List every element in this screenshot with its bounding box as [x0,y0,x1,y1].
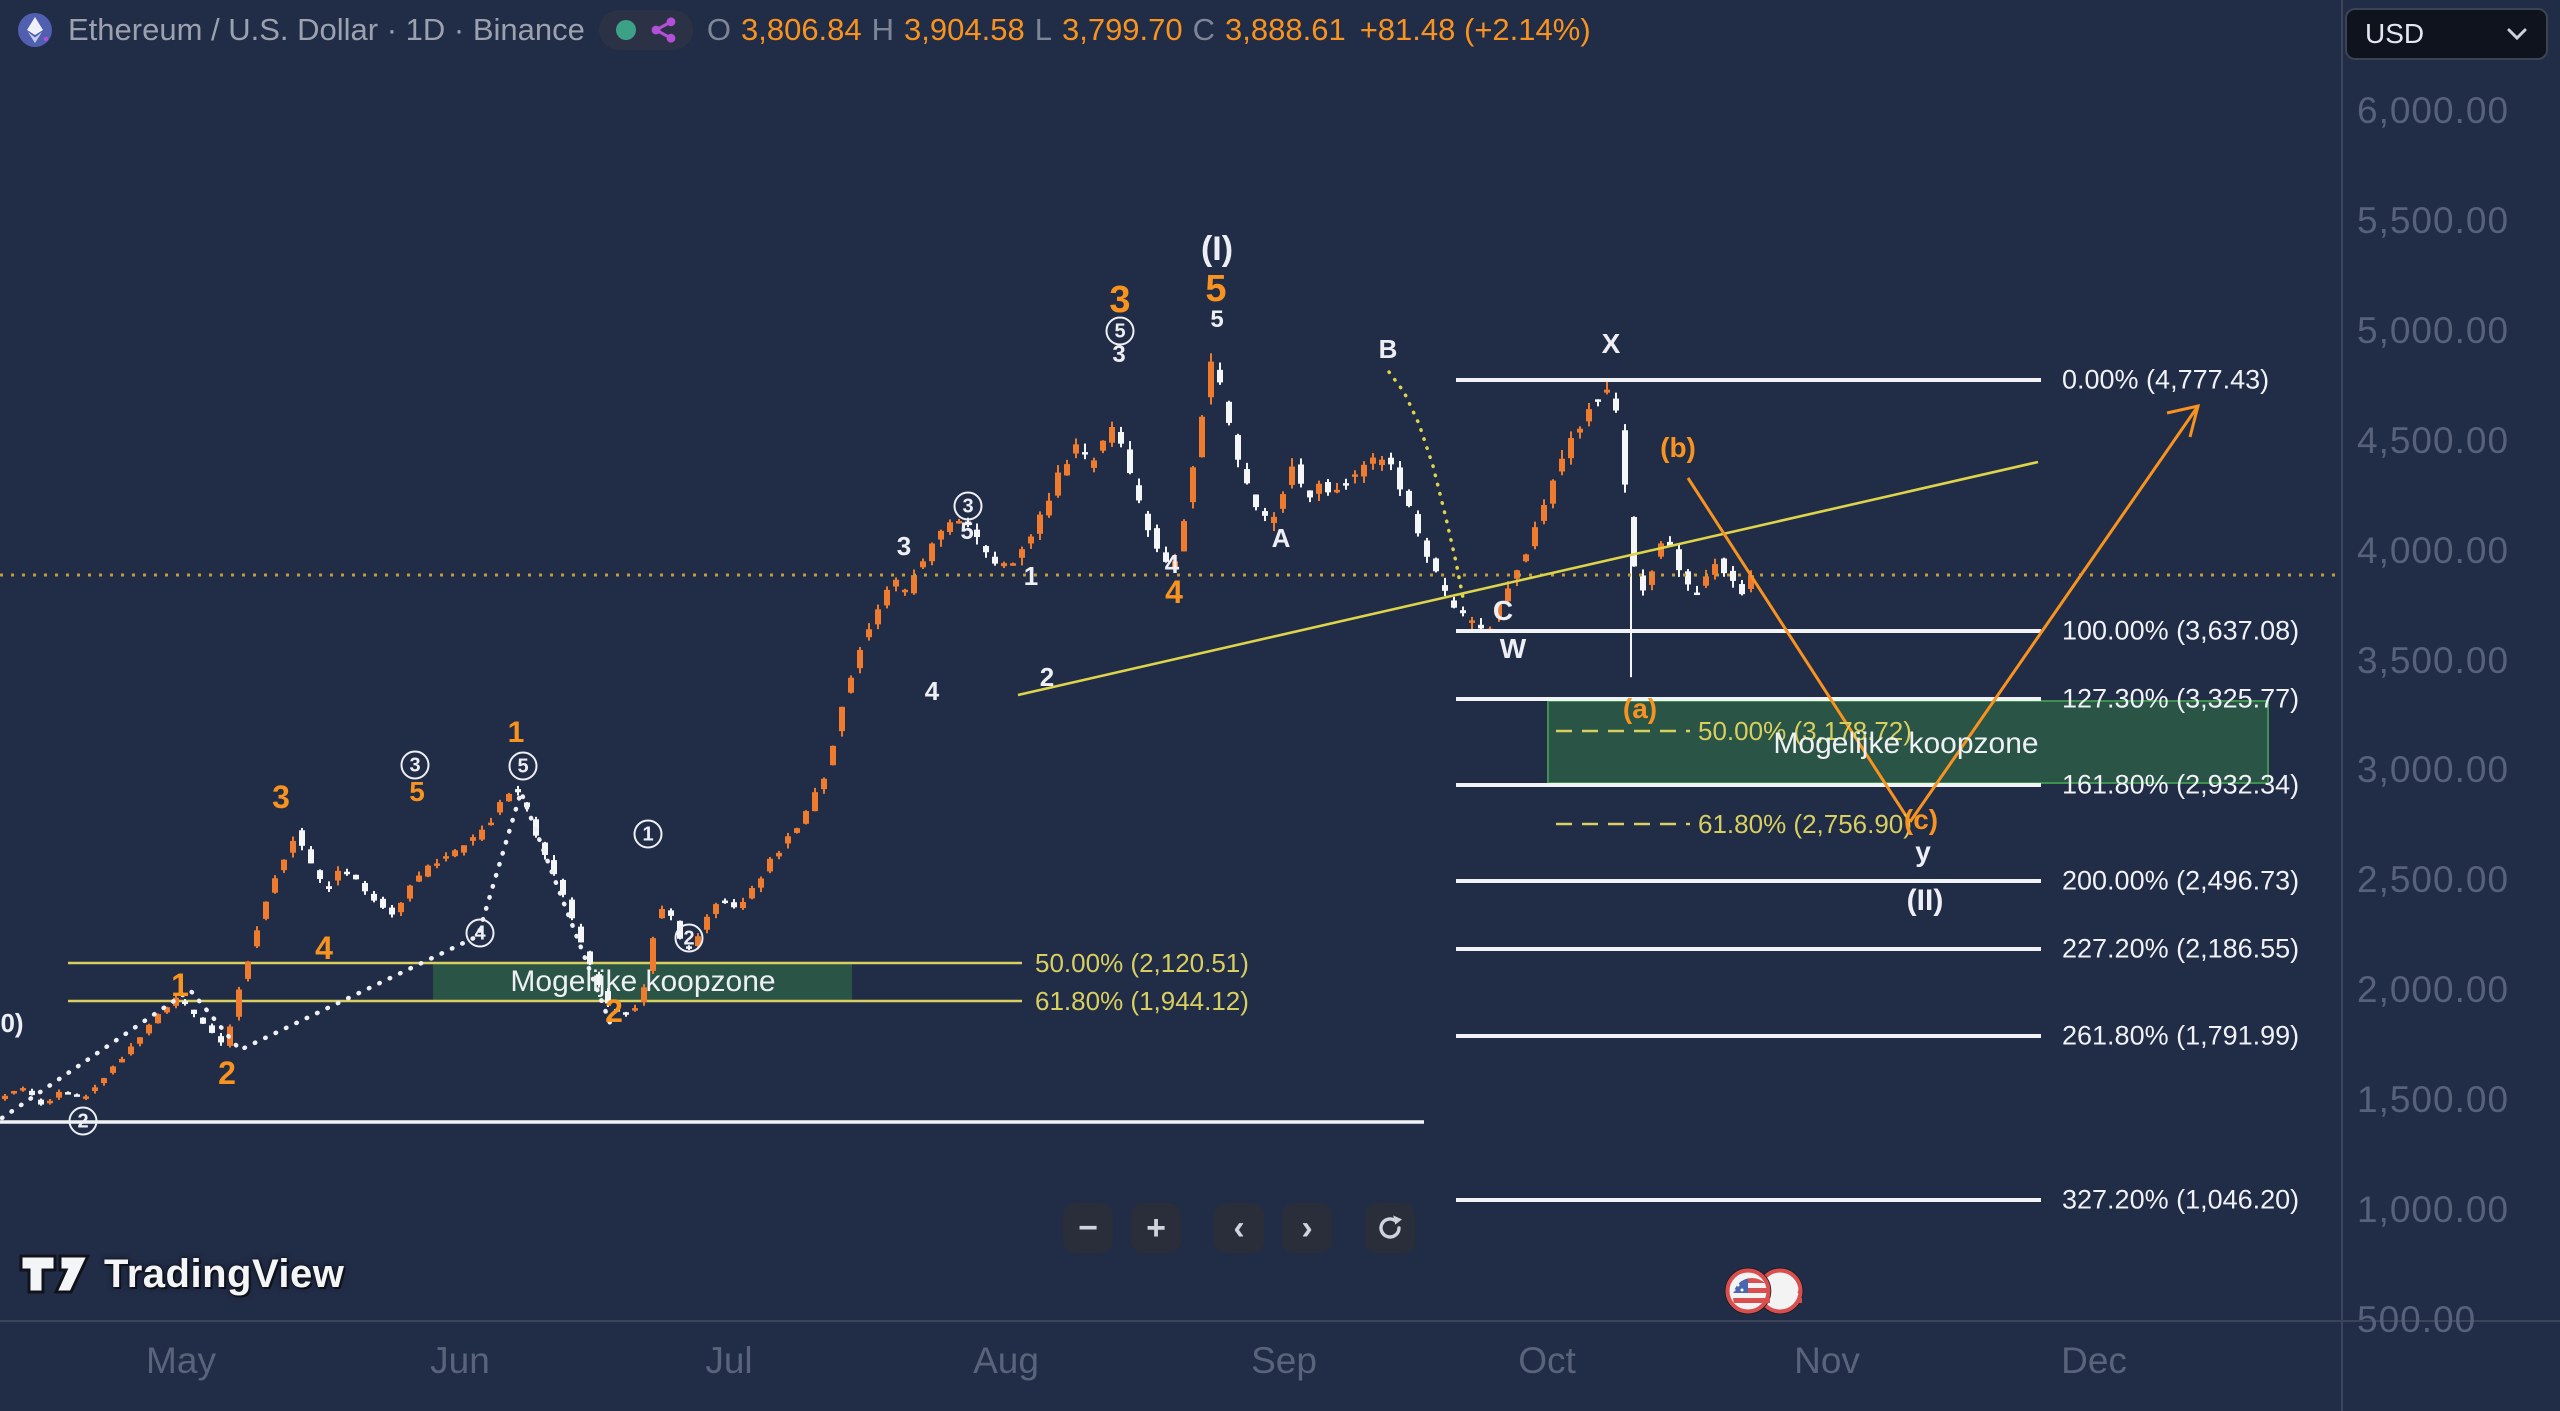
price-axis-label: 1,000.00 [2357,1189,2510,1230]
price-axis-label: 4,000.00 [2357,530,2510,571]
time-axis-label: May [146,1340,216,1381]
time-axis-border [0,1320,2560,1322]
price-axis-label: 3,000.00 [2357,749,2510,790]
chart-status-pill[interactable] [598,10,693,50]
status-dot-icon [615,20,636,40]
time-axis-label: Dec [2061,1340,2127,1381]
scroll-left-button[interactable]: ‹ [1214,1203,1264,1253]
price-axis-border [2341,0,2343,1411]
watermark-text: TradingView [104,1251,345,1296]
chevron-down-icon [2507,28,2527,41]
tradingview-logo [19,1254,91,1294]
chart-nav-toolbar: − + ‹ › [1063,1203,1415,1253]
zoom-out-button[interactable]: − [1063,1203,1113,1253]
zoom-in-button[interactable]: + [1131,1203,1181,1253]
us-flag-icon[interactable] [1724,1267,1772,1315]
price-axis-label: 4,500.00 [2357,420,2510,461]
economic-event-flags[interactable] [1722,1266,1832,1318]
change-value: +81.48 (+2.14%) [1359,12,1591,47]
close-value: 3,888.61 [1225,12,1346,47]
high-value: 3,904.58 [904,12,1025,47]
price-axis-label: 500.00 [2357,1299,2477,1340]
close-label: C [1192,12,1216,47]
time-axis-label: Jun [430,1340,490,1381]
open-value: 3,806.84 [740,12,862,47]
reset-chart-button[interactable] [1365,1203,1415,1253]
ethereum-logo-icon [18,13,52,47]
price-axis-label: 2,000.00 [2357,969,2510,1010]
price-axis-label: 6,000.00 [2357,90,2510,131]
scroll-right-button[interactable]: › [1282,1203,1332,1253]
refresh-icon [1379,1215,1402,1239]
currency-selector[interactable]: USD [2345,8,2548,60]
low-label: L [1034,12,1052,47]
symbol-title[interactable]: Ethereum / U.S. Dollar · 1D · Binance [68,12,585,47]
price-axis-label: 3,500.00 [2357,640,2510,681]
tradingview-watermark[interactable]: TradingView [18,1248,344,1300]
price-axis-label: 5,500.00 [2357,200,2510,241]
low-value: 3,799.70 [1061,12,1183,47]
high-label: H [871,12,895,47]
price-axis-label: 1,500.00 [2357,1079,2510,1120]
share-nodes-icon[interactable] [651,17,677,43]
price-axis-label: 5,000.00 [2357,310,2510,351]
chart-canvas[interactable] [0,0,2341,1320]
time-axis-label: Aug [973,1340,1039,1381]
time-axis-label: Jul [705,1340,753,1381]
time-axis-label: Oct [1518,1340,1576,1381]
price-axis-label: 2,500.00 [2357,859,2510,900]
ohlc-readout: O 3,806.84 H 3,904.58 L 3,799.70 C 3,888.61 … [707,12,1591,48]
open-label: O [706,12,731,47]
time-axis-label: Nov [1794,1340,1860,1381]
time-axis-label: Sep [1251,1340,1317,1381]
currency-value: USD [2365,18,2425,49]
